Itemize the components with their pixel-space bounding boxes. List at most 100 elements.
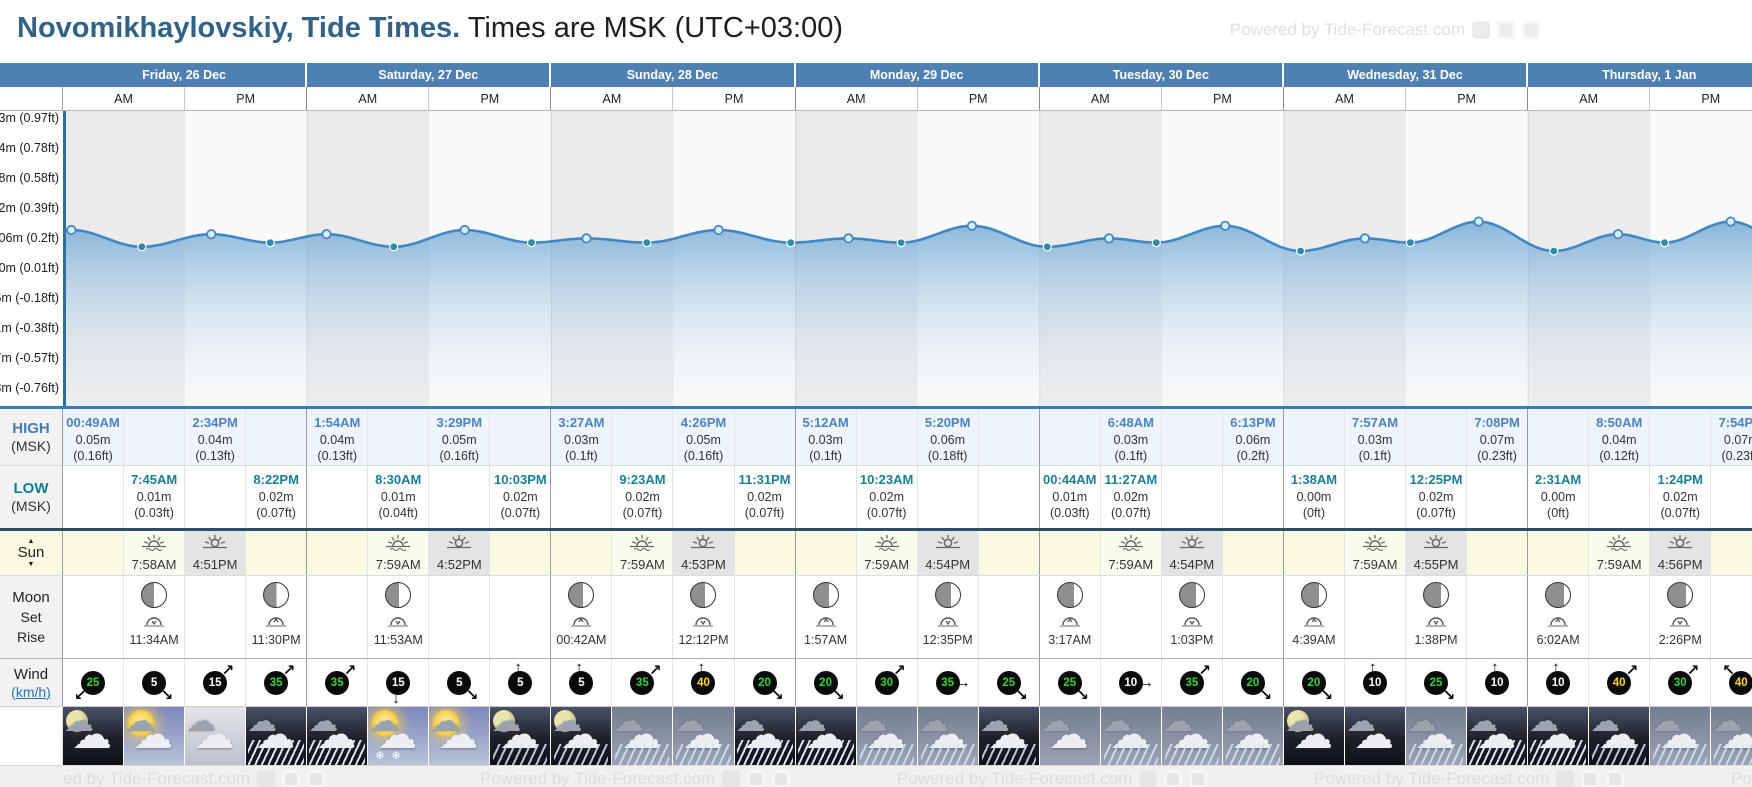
rain-icon — [1164, 744, 1219, 765]
low-tide-cell — [1222, 466, 1284, 528]
sun-cell — [1283, 531, 1345, 575]
wind-cell: 20 ↘ — [1222, 659, 1284, 706]
moonset-time: 12:12PM — [678, 633, 729, 647]
sun-row-toggle[interactable]: ▲ Sun ▼ — [0, 531, 63, 575]
wind-speed-badge: 30 — [874, 670, 899, 695]
day-header-stub — [0, 63, 63, 87]
sun-cell — [978, 531, 1040, 575]
cloud-icon: ☁ — [430, 707, 461, 738]
wind-row: Wind (km/h) 25 ↙ 5 ↘ 15 ↗ 35 ↗ 35 ↗ 15 ↓ 5 ↘ 5 ↑ 5 ↑ 35 ↗ 40 ↑ 2… — [0, 659, 1752, 707]
high-tide-time: 3:27AM — [558, 415, 605, 430]
low-tide-event: 8:30AM 0.01m (0.04ft) — [368, 466, 428, 528]
powered-by-link[interactable]: Powered by Tide-Forecast.com — [1229, 20, 1465, 39]
wind-speed-value: 35 — [636, 676, 649, 689]
wind-unit-link[interactable]: (km/h) — [11, 683, 51, 700]
sun-cell: 7:59AM — [856, 531, 918, 575]
low-tide-height-m: 0.01m — [380, 489, 416, 504]
app-badge-icon[interactable] — [1189, 770, 1208, 787]
powered-by-link[interactable]: Powered by Tide-Forecast.com — [897, 769, 1133, 787]
low-tide-height-m: 0.02m — [1662, 489, 1698, 504]
high-tide-time: 4:26PM — [680, 415, 727, 430]
low-tide-cell — [673, 466, 735, 528]
high-tide-cell — [978, 409, 1040, 466]
wind-speed-value: 10 — [1551, 676, 1565, 689]
wind-direction-arrow-icon: ↗ — [221, 661, 235, 679]
moon-cell — [978, 576, 1040, 658]
app-badge-icon[interactable] — [282, 770, 301, 787]
wind-indicator: 5 ↘ — [444, 668, 478, 703]
wind-direction-arrow-icon: ↘ — [1076, 686, 1089, 704]
footer-watermark-bar: ed by Tide-Forecast.com Powered by Tide-F… — [0, 765, 1752, 787]
weather-tile-rain: ☁☁ — [1711, 707, 1752, 765]
cloud-icon: ☁ — [1529, 707, 1560, 738]
app-badge-icon[interactable] — [307, 770, 326, 787]
wind-speed-badge: 20 — [1240, 670, 1265, 695]
wind-indicator: 20 ↘ — [811, 668, 845, 703]
wind-indicator: 15 ↓ — [383, 668, 413, 706]
wind-speed-badge: 40 — [1729, 670, 1752, 695]
moon-cell — [307, 576, 369, 658]
app-badge-icon[interactable] — [1606, 770, 1625, 787]
powered-by-link[interactable]: Powered by Tide-Forecast.com — [1314, 769, 1550, 787]
halfday-label: PM — [429, 87, 552, 110]
sun-cell: 4:55PM — [1406, 531, 1468, 575]
moon-cell — [1100, 576, 1162, 658]
powered-by-link[interactable]: Powered by Tide-Forecast.com — [1731, 769, 1752, 787]
app-badge-icon[interactable] — [722, 770, 741, 787]
app-badge-icon[interactable] — [1581, 770, 1600, 787]
app-badge-icon[interactable] — [1164, 770, 1183, 787]
moon-cell: 11:53AM — [368, 576, 430, 658]
wind-cell: 25 ↘ — [978, 659, 1040, 706]
app-badge-icon[interactable] — [1522, 21, 1540, 39]
low-tide-cell: 11:27AM 0.02m (0.07ft) — [1100, 466, 1162, 528]
sun-cell — [490, 531, 552, 575]
sun-icon — [431, 708, 462, 738]
low-tide-cell — [1344, 466, 1407, 528]
wind-speed-value: 20 — [819, 676, 832, 689]
sunrise-icon — [1605, 534, 1633, 556]
low-tide-cell — [307, 466, 369, 528]
app-badge-icon[interactable] — [257, 770, 276, 787]
app-badge-icon[interactable] — [747, 770, 766, 787]
app-badge-icon[interactable] — [1497, 21, 1515, 39]
sun-cell — [246, 531, 308, 575]
moon-cell: 1:03PM — [1161, 576, 1223, 658]
app-badge-icon[interactable] — [1139, 770, 1158, 787]
cloud-icon: ☁ — [64, 707, 94, 738]
wind-speed-badge: 35 — [264, 670, 289, 695]
sun-cell: 7:59AM — [368, 531, 430, 575]
sunrise-icon — [384, 534, 412, 556]
wind-cell: 20 ↘ — [734, 659, 796, 706]
tide-height-axis: 0.3m (0.97ft) 0.24m (0.78ft) 0.18m (0.58ft… — [0, 111, 63, 406]
app-badge-icon[interactable] — [1556, 770, 1575, 787]
wind-speed-badge: 15 — [203, 670, 228, 695]
high-tide-cell — [1039, 409, 1101, 466]
wind-speed-badge: 5 — [508, 670, 533, 695]
wind-direction-arrow-icon: ↘ — [465, 686, 479, 704]
high-tide-cell — [246, 409, 308, 466]
moonset-time: 12:35PM — [922, 633, 973, 647]
rain-icon — [1225, 744, 1280, 765]
app-badge-icon[interactable] — [1472, 21, 1490, 39]
sunrise-time: 7:59AM — [620, 557, 665, 572]
wind-direction-arrow-icon: ↘ — [1320, 686, 1333, 704]
powered-by-link[interactable]: Powered by Tide-Forecast.com — [480, 769, 716, 787]
low-tide-time: 7:45AM — [130, 472, 178, 487]
moonset-icon — [1668, 614, 1692, 632]
app-badge-icon[interactable] — [772, 770, 791, 787]
low-tide-height-m: 0.02m — [747, 489, 782, 504]
high-tide-cell — [1283, 409, 1345, 466]
low-tide-height-m: 0.01m — [136, 489, 172, 504]
wind-indicator: 25 ↘ — [994, 668, 1028, 703]
sun-cell: 4:51PM — [185, 531, 247, 575]
day-header-7: Thursday, 1 Jan — [1528, 63, 1752, 87]
low-tide-cell: 8:22PM 0.02m (0.07ft) — [246, 466, 308, 528]
high-tide-cell — [1161, 409, 1223, 466]
powered-by-link[interactable]: ed by Tide-Forecast.com — [63, 769, 251, 787]
high-tide-height-m: 0.06m — [1235, 432, 1271, 447]
high-tide-time: 7:08PM — [1474, 415, 1520, 430]
moonset-time: 11:34AM — [129, 633, 179, 647]
low-tide-cell: 10:23AM 0.02m (0.07ft) — [856, 466, 918, 528]
sun-cell — [1528, 531, 1590, 575]
moon-cell — [490, 576, 552, 658]
